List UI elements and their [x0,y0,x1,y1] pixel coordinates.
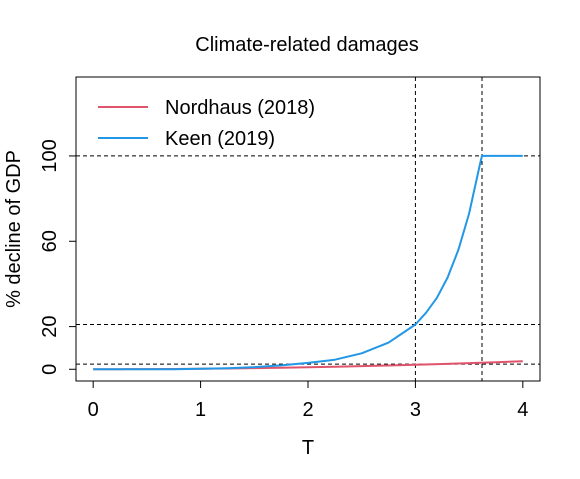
series-line [93,154,523,371]
plot-frame [75,76,541,382]
legend-label: Keen (2019) [165,128,275,150]
plot-area [76,77,540,381]
x-tick-label: 3 [410,399,421,421]
x-tick-label: 2 [302,399,313,421]
x-tick-label: 1 [195,399,206,421]
y-axis-label: % decline of GDP [3,150,25,308]
chart-title: Climate-related damages [195,34,418,56]
y-tick-label: 20 [39,315,61,337]
y-tick-label: 100 [39,139,61,172]
y-tick-label: 0 [39,364,61,375]
y-tick-label: 60 [39,230,61,252]
legend: Nordhaus (2018) Keen (2019) [98,97,315,150]
x-tick-label: 4 [517,399,528,421]
x-axis-label: T [302,437,314,459]
x-tick-label: 0 [88,399,99,421]
legend-label: Nordhaus (2018) [165,97,315,119]
